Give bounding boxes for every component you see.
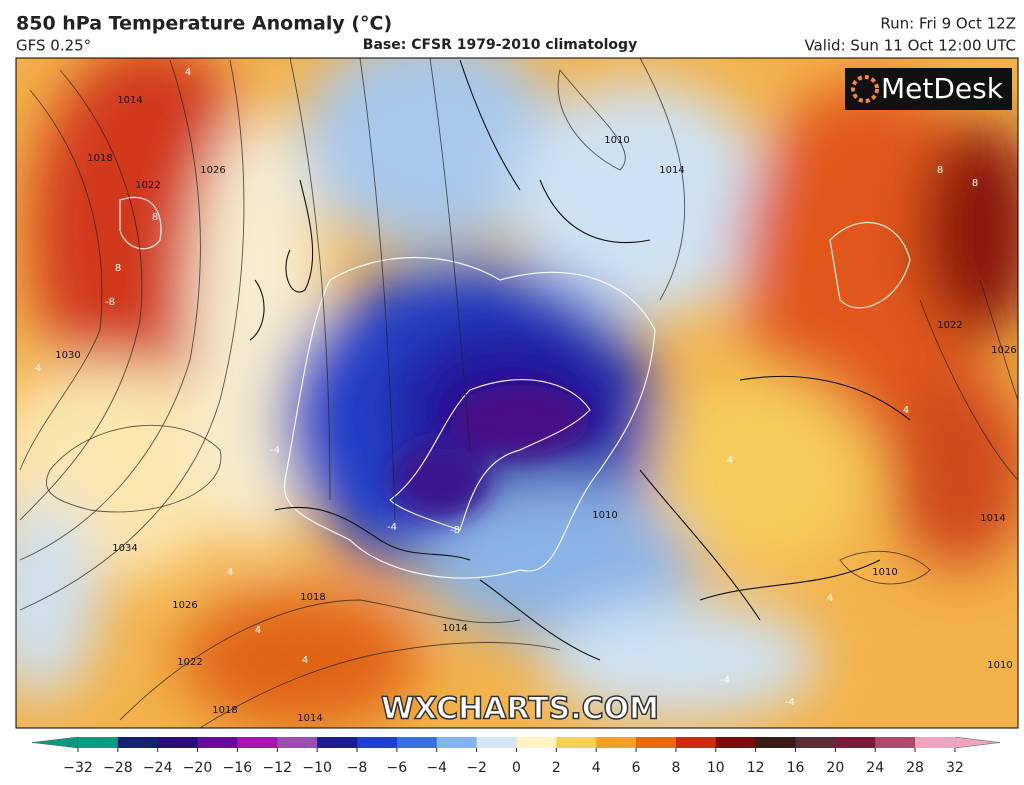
logo: MetDesk <box>881 72 1004 105</box>
colorbar-tick-label: 32 <box>946 760 964 776</box>
run: Run: Fri 9 Oct 12Z <box>880 15 1016 33</box>
isobar-label: 1014 <box>442 623 467 634</box>
colorbar-tick-label: −28 <box>103 760 133 776</box>
isobar-label: 1014 <box>297 713 322 724</box>
anomaly-label: -4 <box>720 675 730 686</box>
colorbar-segment <box>875 737 916 748</box>
isobar-label: 1014 <box>980 513 1005 524</box>
colorbar-tick-label: 4 <box>592 760 601 776</box>
colorbar-segment <box>197 737 238 748</box>
colorbar-tick-label: −16 <box>223 760 253 776</box>
colorbar-segment <box>117 737 159 748</box>
isobar-label: 1014 <box>659 165 684 176</box>
isobar-label: 1018 <box>87 153 112 164</box>
colorbar-segment <box>78 737 119 748</box>
colorbar-tick-label: 28 <box>906 760 924 776</box>
isobar-label: 1034 <box>112 543 137 554</box>
colorbar-tick-label: 20 <box>826 760 844 776</box>
anomaly-label: 4 <box>227 567 233 578</box>
anomaly-label: 8 <box>152 212 158 223</box>
anomaly-label: 4 <box>827 593 833 604</box>
isobar-label: 1022 <box>177 657 202 668</box>
colorbar-tick-label: 8 <box>671 760 680 776</box>
colorbar-tick-label: −32 <box>63 760 93 776</box>
anomaly-label: -8 <box>450 525 460 536</box>
anomaly-label: -4 <box>785 697 795 708</box>
colorbar-tick-label: −4 <box>426 760 447 776</box>
colorbar-tick-label: −20 <box>183 760 213 776</box>
colorbar-tick-label: −8 <box>347 760 368 776</box>
colorbar-segment <box>237 737 278 748</box>
base: Base: CFSR 1979-2010 climatology <box>363 37 637 53</box>
colorbar-tick-label: 10 <box>707 760 725 776</box>
colorbar-tick-label: −24 <box>143 760 173 776</box>
isobar-label: 1026 <box>200 165 225 176</box>
anomaly-label: 4 <box>185 67 191 78</box>
colorbar-segment <box>396 737 438 748</box>
anomaly-label: 8 <box>972 178 978 189</box>
logo-box <box>845 68 1012 110</box>
colorbar-tick-label: −10 <box>302 760 332 776</box>
colorbar-segment <box>715 737 757 748</box>
isobar-label: 1026 <box>991 345 1016 356</box>
isobar-label: 1010 <box>592 510 617 521</box>
colorbar-tick-label: 16 <box>787 760 805 776</box>
colorbar-tick-label: 6 <box>632 760 641 776</box>
colorbar-extend-low <box>31 736 79 749</box>
colorbar-segment <box>157 737 199 748</box>
map: MetDesk WXCHARTS.COM 1014 1018 1022 1026 103… <box>16 58 1018 728</box>
colorbar-tick-label: 0 <box>512 760 521 776</box>
colorbar-segment <box>357 737 398 748</box>
isobar-label: 1022 <box>135 180 160 191</box>
anomaly-label: 4 <box>255 625 261 636</box>
colorbar-tick-label: 24 <box>866 760 884 776</box>
colorbar-segment <box>317 737 358 748</box>
colorbar-tick-label: −2 <box>466 760 487 776</box>
model: GFS 0.25° <box>16 37 91 55</box>
logo-icon <box>851 75 879 103</box>
anomaly-label: -4 <box>387 522 397 533</box>
colorbar-segment <box>835 737 876 748</box>
colorbar-segment <box>795 737 836 748</box>
colorbar-extend-high <box>954 736 1001 749</box>
colorbar-tick-label: 12 <box>747 760 765 776</box>
isobar-label: 1022 <box>937 320 962 331</box>
colorbar-segment <box>556 737 597 748</box>
watermark: WXCHARTS.COM <box>381 692 659 727</box>
map-frame <box>15 57 1019 729</box>
title: 850 hPa Temperature Anomaly (°C) <box>16 13 392 35</box>
colorbar-segment <box>516 737 557 748</box>
colorbar-segment <box>476 737 517 748</box>
anomaly-label: 4 <box>35 363 41 374</box>
colorbar-tick-label: 2 <box>552 760 561 776</box>
colorbar-segment <box>755 737 796 748</box>
colorbar-segment <box>436 737 478 748</box>
isobar-label: 1014 <box>117 95 142 106</box>
isobar-label: 1018 <box>300 592 325 603</box>
colorbar-segment <box>277 737 318 748</box>
anomaly-label: -4 <box>270 445 280 456</box>
isobar-label: 1030 <box>55 350 80 361</box>
anomaly-label: 4 <box>903 405 909 416</box>
valid: Valid: Sun 11 Oct 12:00 UTC <box>804 37 1016 55</box>
anomaly-label: -8 <box>105 297 115 308</box>
anomaly-label: 8 <box>115 263 121 274</box>
anomaly-label: 8 <box>937 165 943 176</box>
anomaly-label: 4 <box>727 455 733 466</box>
isobar-label: 1010 <box>872 567 897 578</box>
anomaly-label: 4 <box>302 655 308 666</box>
isobar-label: 1018 <box>212 705 237 716</box>
isobar-label: 1026 <box>172 600 197 611</box>
colorbar-segment <box>596 737 637 748</box>
colorbar-segment <box>636 737 677 748</box>
colorbar-tick-label: −12 <box>263 760 293 776</box>
isobar-label: 1010 <box>604 135 629 146</box>
colorbar-segment <box>915 737 956 748</box>
isobar-label: 1010 <box>987 660 1012 671</box>
colorbar-segment <box>675 737 717 748</box>
colorbar-tick-label: −6 <box>387 760 408 776</box>
